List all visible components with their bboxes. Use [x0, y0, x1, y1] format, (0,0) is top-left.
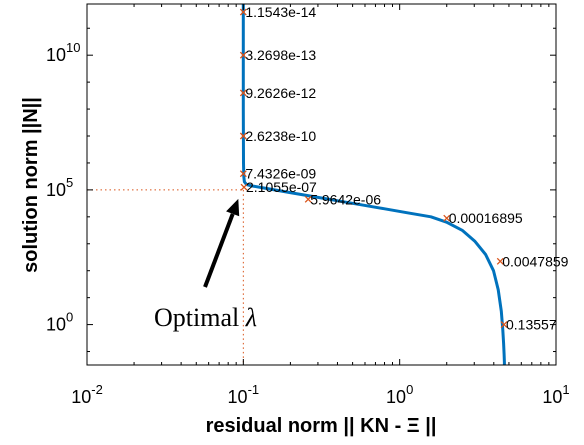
point-marker: [304, 195, 312, 203]
point-label: 1.1543e-14: [245, 4, 316, 20]
annotation-arrowhead: [226, 198, 240, 217]
plot-frame: [86, 3, 557, 366]
label-layer: 1.1543e-14 3.2698e-13 9.2626e-12 2.6238e-10…: [245, 4, 568, 333]
point-marker: [239, 51, 247, 59]
x-tick-label: 100: [386, 382, 413, 407]
point-label: 2.6238e-10: [245, 128, 316, 144]
point-marker: [500, 321, 508, 329]
point-marker: [239, 170, 247, 178]
optimal-annotation: Optimal λ: [154, 198, 257, 332]
point-marker: [240, 183, 248, 191]
y-tick-labels: 100 105 1010: [46, 40, 81, 334]
x-axis-label: residual norm || KN - Ξ ||: [206, 415, 437, 437]
point-label: 9.2626e-12: [245, 85, 316, 101]
point-marker: [239, 89, 247, 97]
point-marker: [239, 8, 247, 16]
y-tick-label: 105: [46, 175, 73, 200]
point-label: 7.4326e-09: [245, 166, 316, 182]
point-label: 0.13557: [506, 317, 557, 333]
point-marker: [443, 214, 451, 222]
point-marker: [496, 257, 504, 265]
plot-background: [87, 4, 556, 365]
point-label: 3.2698e-13: [245, 47, 316, 63]
x-tick-label: 10-1: [228, 382, 260, 407]
x-tick-labels: 10-2 10-1 100 101: [71, 382, 569, 407]
x-tick-label: 10-2: [71, 382, 103, 407]
y-tick-label: 1010: [46, 40, 81, 65]
annotation-arrow: [203, 213, 235, 288]
y-tick-label: 100: [46, 310, 73, 335]
point-label: 5.9642e-06: [310, 191, 381, 207]
point-label: 0.0047859: [502, 253, 568, 269]
marker-layer: [239, 8, 508, 329]
point-marker: [239, 132, 247, 140]
y-axis-label: solution norm ||N||: [20, 97, 42, 273]
point-label: 0.00016895: [449, 210, 523, 226]
annotation-text: Optimal λ: [154, 303, 257, 332]
point-label: 2.1055e-07: [246, 179, 317, 195]
x-tick-label: 101: [542, 382, 569, 407]
